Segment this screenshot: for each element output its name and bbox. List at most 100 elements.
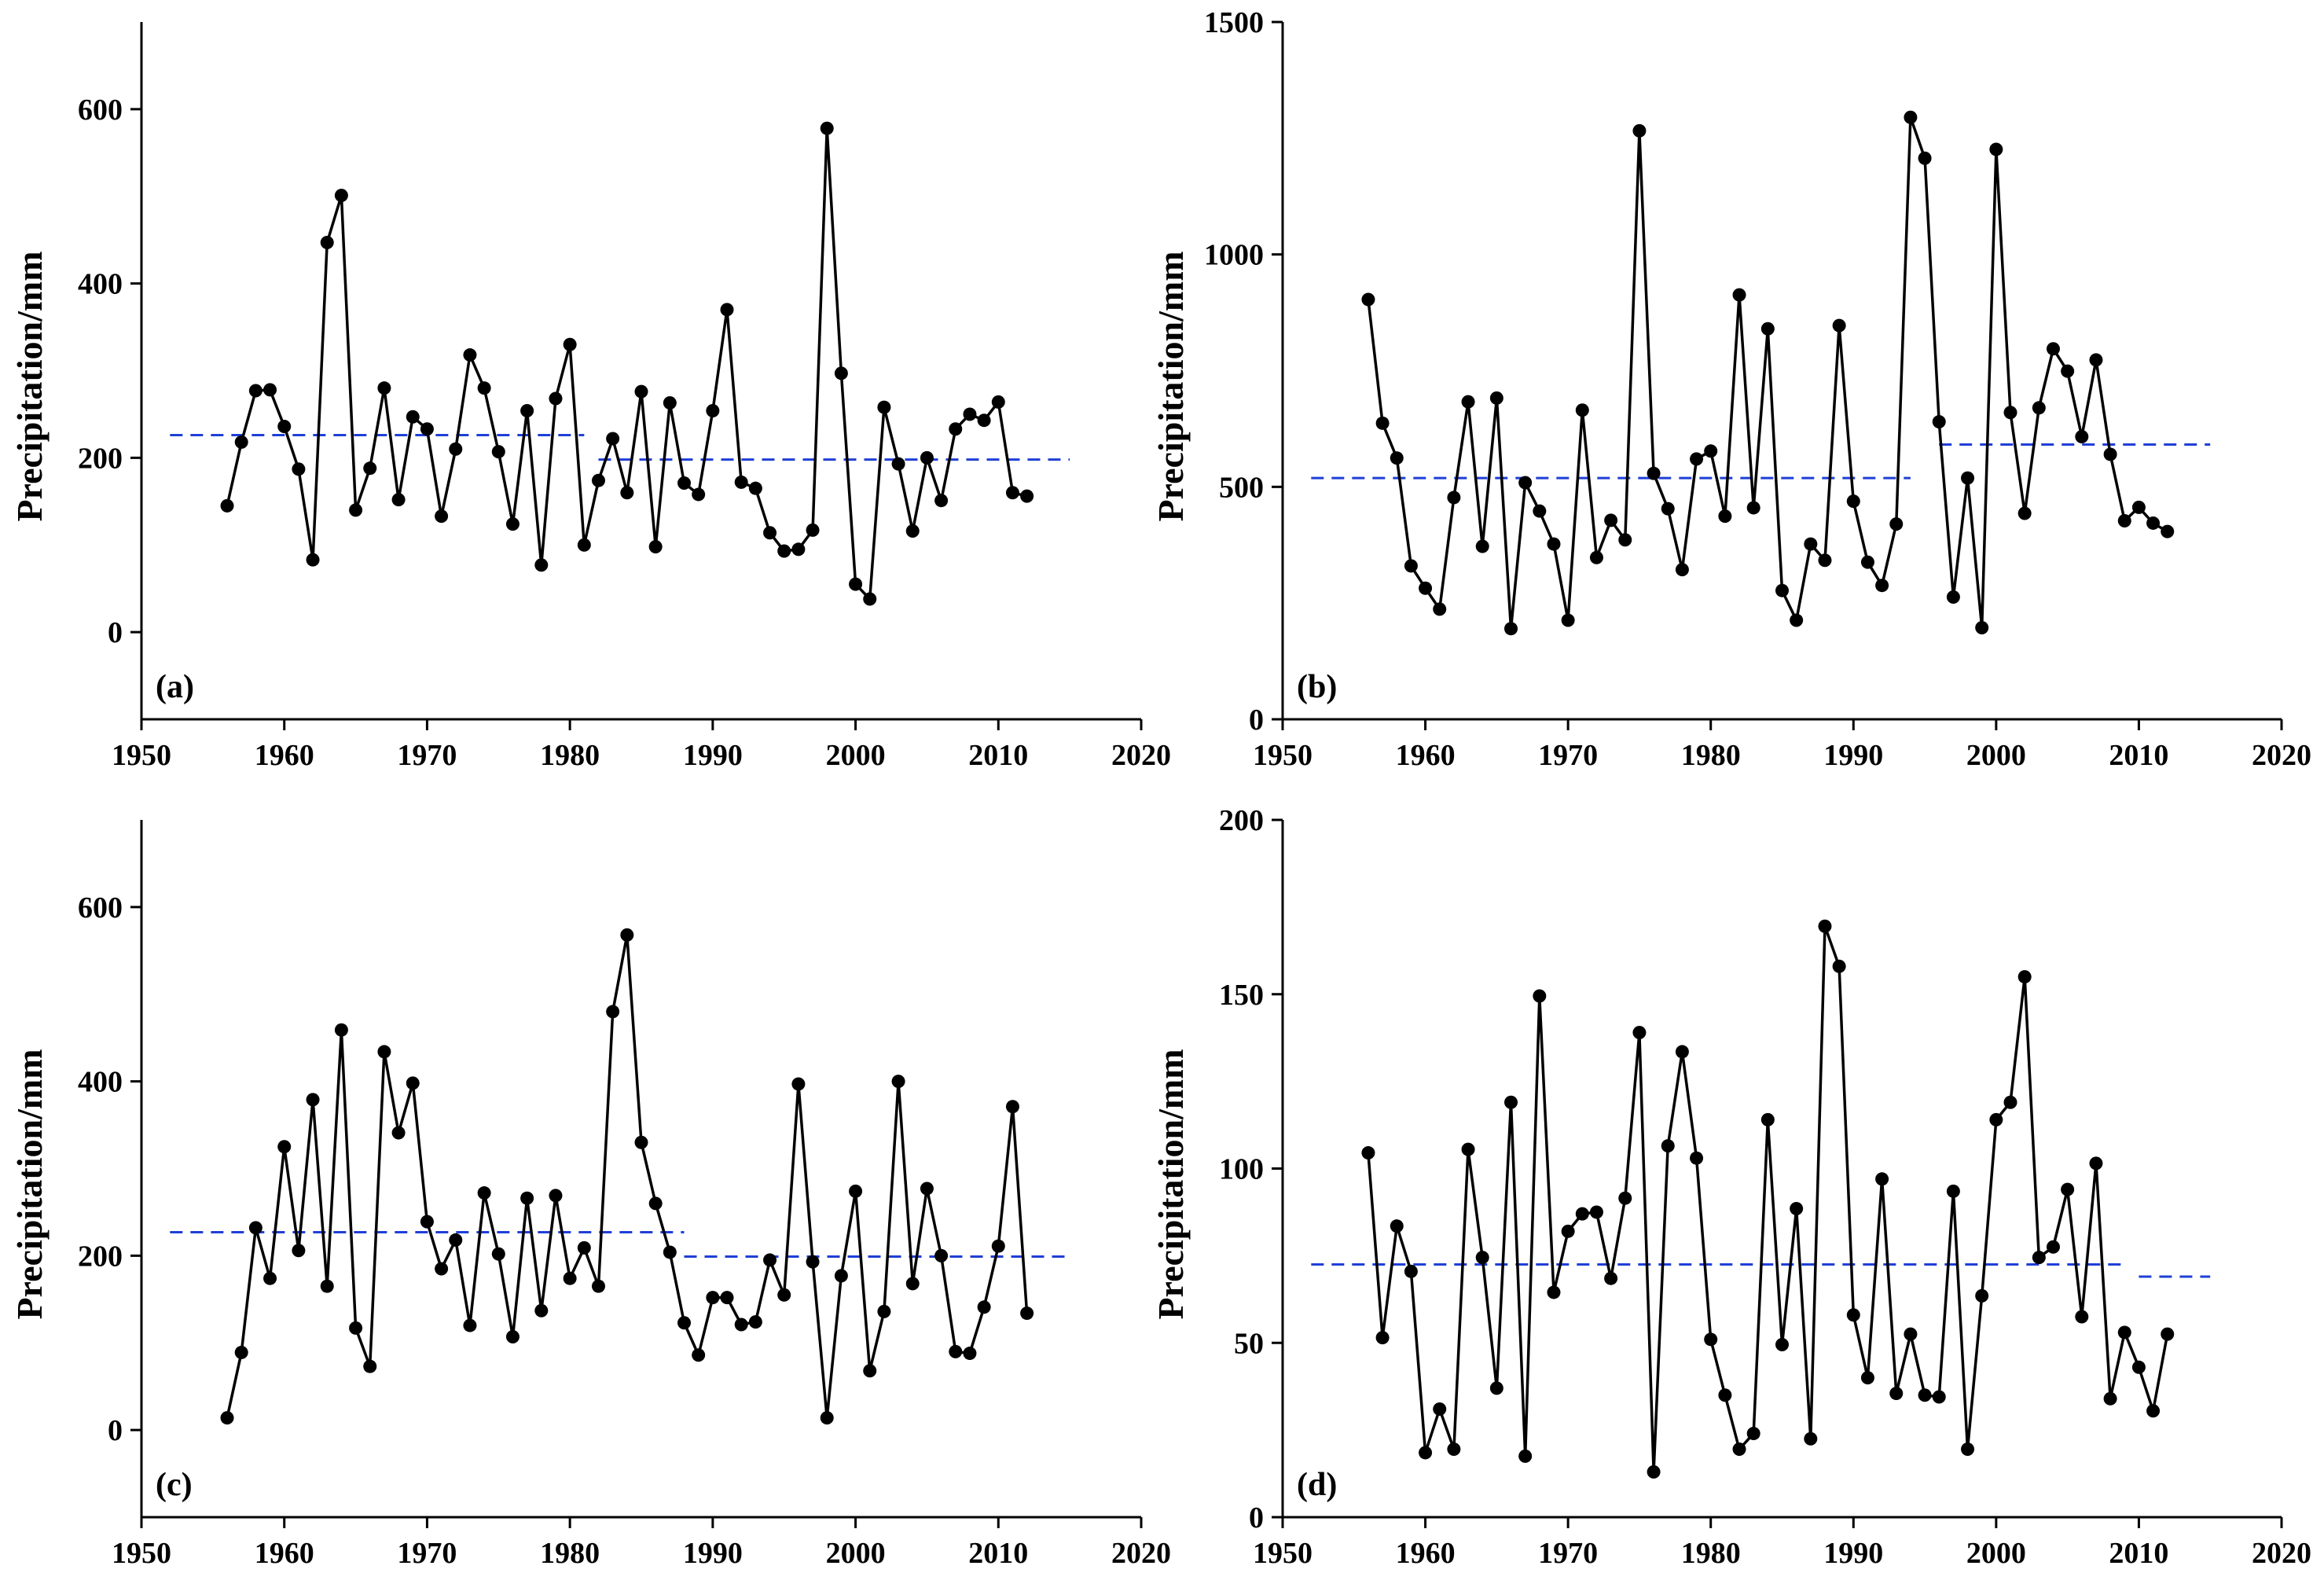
- data-point: [1533, 989, 1547, 1003]
- data-point: [934, 1248, 949, 1262]
- data-point: [1718, 509, 1732, 524]
- x-tick-label: 2000: [1966, 1537, 2026, 1570]
- data-point: [1760, 1112, 1775, 1126]
- data-point: [991, 1239, 1005, 1253]
- y-axis-title: Precipitation/mm: [9, 1049, 50, 1319]
- data-point: [648, 539, 663, 553]
- x-tick-label: 1960: [1396, 739, 1456, 772]
- panel-label: (a): [156, 669, 194, 705]
- data-point: [1632, 1026, 1647, 1040]
- data-point: [420, 1215, 434, 1229]
- data-point: [1475, 539, 1489, 553]
- x-tick-label: 2020: [2252, 739, 2311, 772]
- data-point: [463, 348, 477, 362]
- data-point: [734, 475, 748, 489]
- data-point: [1632, 123, 1647, 138]
- data-point: [1760, 322, 1775, 336]
- precipitation-series-line: [226, 935, 1029, 1418]
- data-point: [1932, 1390, 1946, 1404]
- data-point: [2131, 500, 2146, 514]
- data-point: [663, 396, 677, 410]
- data-point: [648, 1196, 663, 1211]
- data-point: [1375, 1331, 1390, 1345]
- data-point: [2103, 447, 2117, 461]
- data-point: [1961, 1443, 1975, 1457]
- data-point: [2046, 1240, 2060, 1254]
- x-tick-label: 2020: [2252, 1537, 2311, 1570]
- data-point: [777, 1288, 791, 1302]
- y-tick-label: 1000: [1204, 239, 1264, 272]
- x-tick-label: 2000: [826, 739, 886, 772]
- data-point: [1904, 110, 1918, 124]
- data-point: [1533, 504, 1547, 518]
- data-point: [577, 538, 591, 552]
- data-point: [1647, 466, 1661, 480]
- data-point: [1804, 1431, 1818, 1446]
- data-point: [949, 1344, 963, 1358]
- data-point: [1589, 1205, 1603, 1219]
- x-tick-label: 1970: [397, 1537, 457, 1570]
- data-point: [692, 1348, 706, 1362]
- data-point: [1020, 489, 1034, 503]
- x-tick-label: 1980: [1681, 1537, 1741, 1570]
- data-point: [1961, 471, 1975, 485]
- data-point: [1361, 1146, 1375, 1160]
- data-point: [1561, 1224, 1575, 1238]
- x-tick-label: 1950: [112, 739, 171, 772]
- data-point: [977, 413, 991, 428]
- data-point: [220, 1411, 234, 1425]
- x-tick-label: 2010: [2109, 739, 2168, 772]
- data-point: [677, 1316, 692, 1330]
- panel-label: (d): [1297, 1467, 1337, 1503]
- data-point: [505, 1329, 520, 1343]
- data-point: [791, 1077, 806, 1091]
- data-point: [391, 493, 406, 507]
- data-point: [1547, 1285, 1561, 1299]
- x-tick-label: 1970: [1538, 1537, 1598, 1570]
- data-point: [263, 383, 277, 397]
- data-point: [1675, 563, 1689, 577]
- data-point: [720, 303, 734, 317]
- data-point: [1419, 581, 1433, 595]
- data-point: [1433, 1402, 1447, 1417]
- x-tick-label: 1990: [1823, 739, 1883, 772]
- data-point: [2032, 401, 2046, 415]
- data-point: [820, 1411, 834, 1425]
- data-point: [420, 422, 434, 436]
- x-tick-label: 1970: [397, 739, 457, 772]
- data-point: [1832, 318, 1846, 333]
- chart-panel-4: 1950 1960 1970 1980 1990 2000 2010 2020 0 50 100 15…: [1151, 804, 2311, 1570]
- data-point: [1518, 476, 1533, 490]
- data-point: [1020, 1307, 1034, 1321]
- data-point: [720, 1291, 734, 1305]
- data-point: [891, 1075, 905, 1089]
- data-point: [263, 1271, 277, 1285]
- data-point: [1618, 533, 1632, 547]
- data-point: [549, 1189, 563, 1203]
- data-point: [634, 1135, 648, 1149]
- data-point: [849, 1184, 863, 1198]
- data-point: [706, 404, 720, 418]
- data-point: [1547, 537, 1561, 551]
- data-point: [1447, 1443, 1461, 1457]
- data-point: [363, 1359, 377, 1373]
- data-point: [1661, 502, 1675, 516]
- y-tick-label: 1500: [1204, 6, 1264, 39]
- data-point: [363, 461, 377, 476]
- precipitation-series-line: [1367, 116, 2168, 629]
- data-point: [1704, 1332, 1718, 1347]
- data-point: [834, 1269, 848, 1283]
- data-point: [406, 410, 420, 424]
- data-point: [406, 1076, 420, 1090]
- data-point: [1832, 959, 1846, 973]
- data-point: [1561, 613, 1575, 627]
- x-tick-label: 1960: [255, 1537, 314, 1570]
- data-point: [1361, 292, 1375, 307]
- y-tick-label: 0: [108, 616, 123, 649]
- data-point: [2161, 524, 2175, 538]
- data-point: [1518, 1449, 1533, 1463]
- data-point: [1846, 1308, 1860, 1322]
- data-point: [1775, 583, 1789, 597]
- data-point: [320, 236, 334, 250]
- data-point: [2061, 364, 2075, 378]
